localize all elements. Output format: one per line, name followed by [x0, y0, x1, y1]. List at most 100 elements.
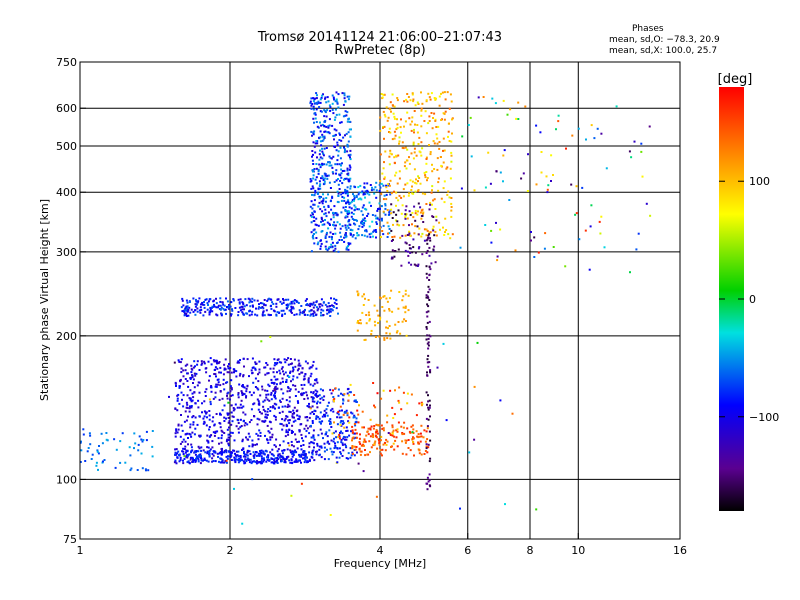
data-point [259, 435, 262, 437]
data-point [342, 136, 345, 139]
data-point [431, 215, 434, 218]
data-point [332, 440, 335, 443]
data-point [374, 406, 377, 409]
data-point [426, 276, 429, 279]
data-point [329, 418, 332, 421]
data-point [311, 411, 314, 413]
data-point [397, 321, 400, 323]
data-point [193, 360, 196, 363]
data-point [272, 371, 275, 374]
data-point [396, 223, 399, 226]
data-point [346, 224, 349, 227]
data-point [329, 315, 332, 317]
data-point [248, 421, 251, 424]
data-point [368, 193, 371, 196]
data-point [316, 243, 319, 246]
data-point [345, 430, 348, 432]
data-point [324, 219, 326, 221]
data-point [323, 109, 326, 112]
data-point [306, 427, 309, 430]
data-point [299, 459, 301, 462]
data-point [245, 304, 248, 307]
data-point [318, 201, 321, 204]
data-point [370, 329, 373, 332]
data-point [399, 332, 402, 335]
data-point [540, 151, 543, 153]
data-point [189, 398, 192, 401]
data-point [432, 229, 435, 232]
data-point [219, 366, 222, 369]
data-point [188, 407, 191, 410]
data-point [248, 314, 251, 317]
data-point [324, 433, 327, 436]
data-point [334, 100, 337, 103]
data-point [310, 97, 313, 100]
data-point [248, 301, 251, 304]
data-point [261, 314, 264, 317]
data-point [300, 482, 303, 485]
data-point [401, 452, 404, 455]
data-point [140, 452, 143, 455]
data-point [124, 461, 127, 464]
data-point [277, 454, 280, 457]
data-point [268, 431, 271, 434]
data-point [276, 371, 278, 374]
data-point [203, 360, 206, 363]
data-point [293, 460, 296, 463]
data-point [262, 310, 265, 313]
data-point [201, 402, 203, 405]
data-point [372, 427, 375, 430]
data-point [260, 451, 263, 454]
data-point [380, 397, 383, 400]
data-point [415, 430, 418, 433]
data-point [97, 452, 100, 455]
data-point [318, 305, 321, 308]
data-point [411, 211, 414, 214]
data-point [208, 455, 211, 457]
data-point [313, 210, 316, 213]
data-point [285, 431, 288, 434]
data-point [233, 439, 236, 442]
data-point [220, 314, 223, 317]
data-point [91, 453, 94, 456]
data-point [347, 201, 350, 204]
data-point [382, 127, 384, 129]
data-point [329, 388, 332, 391]
data-point [325, 411, 328, 414]
data-point [325, 248, 328, 251]
data-point [317, 172, 320, 175]
data-point [311, 134, 313, 137]
data-point [414, 104, 417, 107]
data-point [400, 264, 403, 267]
data-point [260, 340, 263, 343]
data-point [229, 390, 232, 393]
data-point [266, 398, 269, 401]
data-point [427, 305, 430, 308]
data-point [115, 448, 118, 451]
data-point [331, 124, 334, 127]
data-point [219, 390, 222, 393]
data-point [185, 299, 188, 302]
data-point [494, 102, 497, 105]
data-point [427, 122, 430, 125]
data-point [232, 407, 235, 409]
data-point [348, 168, 351, 171]
data-point [314, 117, 317, 120]
data-point [419, 182, 422, 185]
data-point [426, 179, 428, 182]
data-point [399, 126, 402, 129]
data-point [322, 179, 325, 181]
data-point [432, 248, 435, 251]
data-point [333, 297, 336, 300]
data-point [330, 243, 333, 246]
data-point [335, 113, 338, 116]
data-point [430, 262, 433, 265]
data-point [278, 361, 281, 364]
data-point [333, 98, 335, 101]
data-point [344, 224, 347, 227]
data-point [450, 100, 453, 103]
data-point [294, 395, 297, 397]
data-point [225, 459, 228, 462]
data-point [308, 405, 310, 408]
data-point [578, 238, 581, 241]
